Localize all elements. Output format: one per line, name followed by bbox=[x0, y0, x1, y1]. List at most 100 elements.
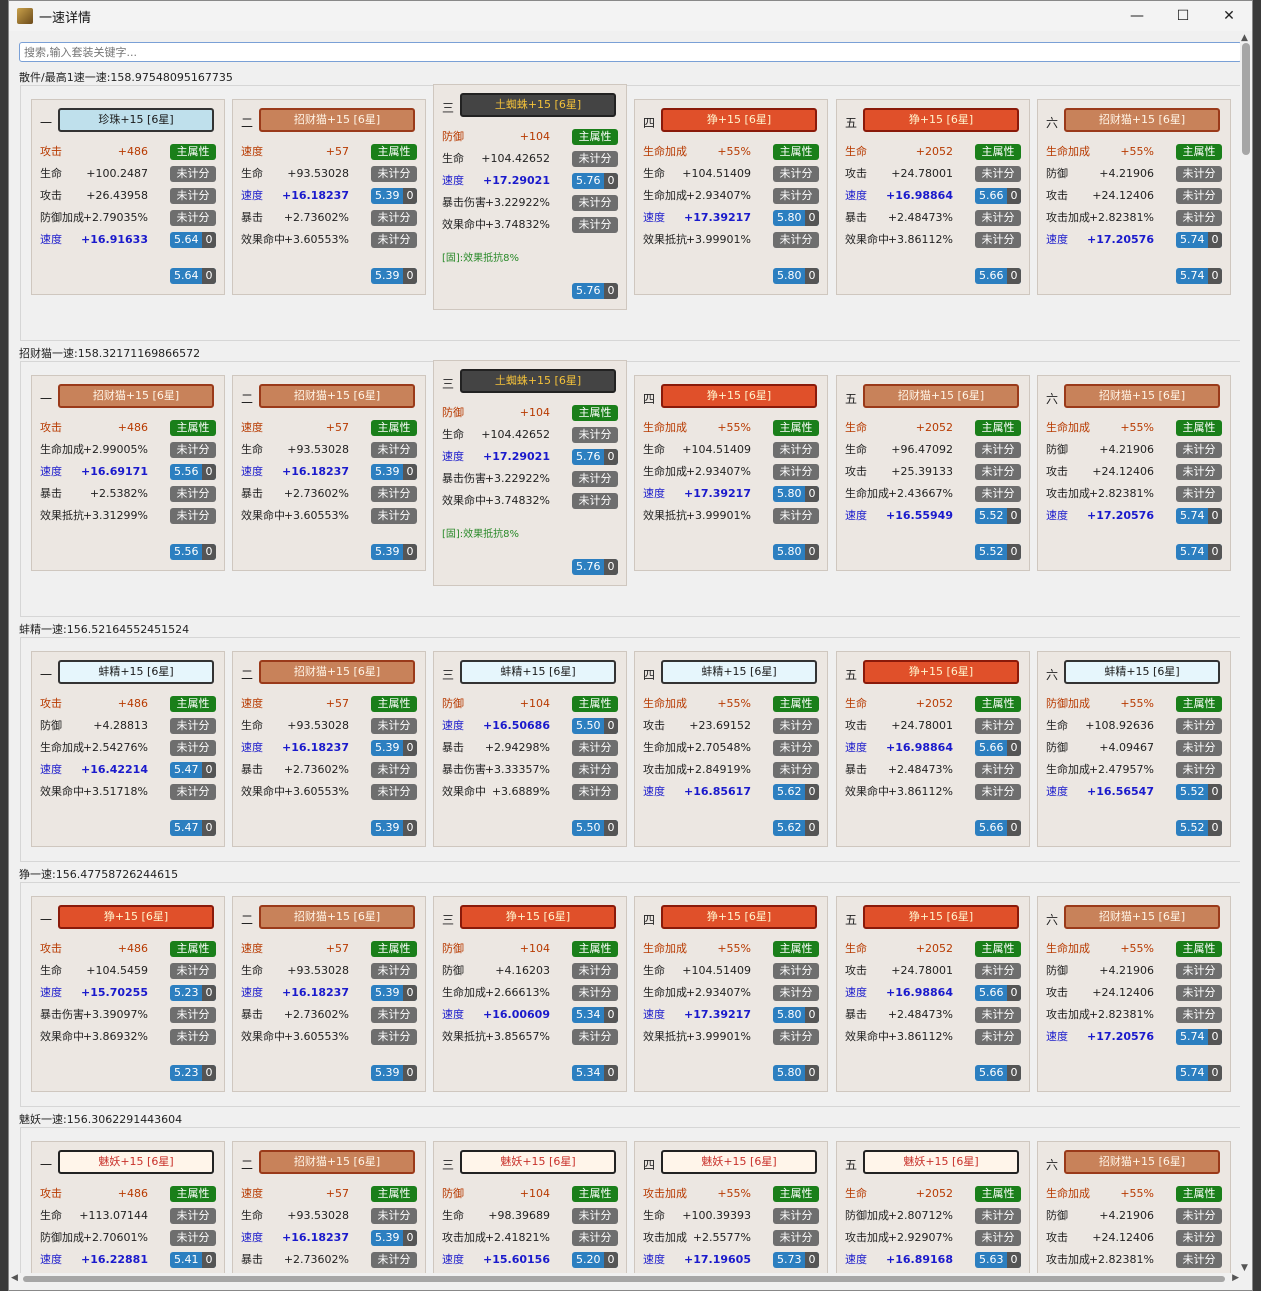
equipment-card[interactable]: 一珍珠+15 [6星] 攻击 +486 主属性 生命 +100.2487 未计分 攻击 +26.… bbox=[31, 99, 225, 295]
equipment-card[interactable]: 五狰+15 [6星] 生命 +2052 主属性 攻击 +24.78001 未计分 速度 +16.… bbox=[836, 99, 1030, 295]
equipment-card[interactable]: 二招财猫+15 [6星] 速度 +57 主属性 生命 +93.53028 未计分 速度 +16.… bbox=[232, 1141, 426, 1273]
equipment-name: 招财猫+15 [6星] bbox=[1064, 1150, 1220, 1174]
equipment-card[interactable]: 三土蜘蛛+15 [6星] 防御 +104 主属性 生命 +104.42652 未计分 速度 +1… bbox=[433, 84, 627, 310]
stat-row: 速度 +17.20576 5.74 0 bbox=[1046, 1029, 1226, 1045]
stat-name: 效果命中 bbox=[845, 233, 889, 246]
maximize-button[interactable]: ☐ bbox=[1176, 8, 1190, 24]
stat-value: +3.86112% bbox=[887, 233, 953, 246]
slot-number: 四 bbox=[643, 116, 656, 130]
stat-value: +23.69152 bbox=[689, 719, 751, 732]
equipment-card[interactable]: 四狰+15 [6星] 生命加成 +55% 主属性 生命 +104.51409 未计分 生命加成… bbox=[634, 99, 828, 295]
equipment-card[interactable]: 二招财猫+15 [6星] 速度 +57 主属性 生命 +93.53028 未计分 速度 +16.… bbox=[232, 896, 426, 1092]
equipment-card[interactable]: 四狰+15 [6星] 生命加成 +55% 主属性 生命 +104.51409 未计分 生命加成… bbox=[634, 375, 828, 571]
equipment-name: 蚌精+15 [6星] bbox=[58, 660, 214, 684]
stat-row: 攻击 +486 主属性 bbox=[40, 420, 220, 436]
vertical-scrollbar[interactable]: ▲ ▼ bbox=[1240, 33, 1252, 1273]
stat-row: 速度 +17.39217 5.80 0 bbox=[643, 1007, 823, 1023]
unscored-badge: 未计分 bbox=[572, 784, 618, 800]
search-input[interactable] bbox=[19, 42, 1242, 62]
stat-name: 速度 bbox=[241, 1231, 263, 1244]
unscored-badge: 未计分 bbox=[572, 1208, 618, 1224]
unscored-badge: 未计分 bbox=[773, 232, 819, 248]
stat-value: +3.86932% bbox=[82, 1030, 148, 1043]
equipment-card[interactable]: 五狰+15 [6星] 生命 +2052 主属性 攻击 +24.78001 未计分 速度 +16.… bbox=[836, 896, 1030, 1092]
stat-row: 攻击 +486 主属性 bbox=[40, 1186, 220, 1202]
unscored-badge: 未计分 bbox=[773, 1208, 819, 1224]
stat-row: 防御 +104 主属性 bbox=[442, 696, 622, 712]
zero-count: 0 bbox=[604, 1065, 618, 1081]
equipment-card[interactable]: 四魅妖+15 [6星] 攻击加成 +55% 主属性 生命 +100.39393 未计分 攻击加… bbox=[634, 1141, 828, 1273]
scroll-up-arrow-icon[interactable]: ▲ bbox=[1241, 33, 1248, 43]
stat-row: 攻击 +23.69152 未计分 bbox=[643, 718, 823, 734]
total-speed-score: 5.47 0 bbox=[170, 820, 216, 836]
equipment-card[interactable]: 四蚌精+15 [6星] 生命加成 +55% 主属性 攻击 +23.69152 未计分 生命加成… bbox=[634, 651, 828, 847]
equipment-card[interactable]: 六招财猫+15 [6星] 生命加成 +55% 主属性 防御 +4.21906 未计分 攻击 +2… bbox=[1037, 375, 1231, 571]
equipment-card[interactable]: 三土蜘蛛+15 [6星] 防御 +104 主属性 生命 +104.42652 未计分 速度 +1… bbox=[433, 360, 627, 586]
equipment-card[interactable]: 五招财猫+15 [6星] 生命 +2052 主属性 生命 +96.47092 未计分 攻击 +2… bbox=[836, 375, 1030, 571]
close-button[interactable]: ✕ bbox=[1223, 8, 1235, 24]
equipment-card[interactable]: 五魅妖+15 [6星] 生命 +2052 主属性 防御加成 +2.80712% 未计分 攻击加… bbox=[836, 1141, 1030, 1273]
main-stat-badge: 主属性 bbox=[371, 1186, 417, 1202]
unscored-badge: 未计分 bbox=[170, 1208, 216, 1224]
equipment-card[interactable]: 三狰+15 [6星] 防御 +104 主属性 防御 +4.16203 未计分 生命加成 +2.6… bbox=[433, 896, 627, 1092]
stat-value: +55% bbox=[1120, 1187, 1154, 1200]
equipment-card[interactable]: 一狰+15 [6星] 攻击 +486 主属性 生命 +104.5459 未计分 速度 +15.7… bbox=[31, 896, 225, 1092]
stat-value: +96.47092 bbox=[891, 443, 953, 456]
total-speed-score: 5.66 0 bbox=[975, 268, 1021, 284]
group-title: 蚌精一速:156.52164552451524 bbox=[19, 623, 190, 636]
equipment-card[interactable]: 一招财猫+15 [6星] 攻击 +486 主属性 生命加成 +2.99005% 未计分 速度 +… bbox=[31, 375, 225, 571]
scroll-right-arrow-icon[interactable]: ▶ bbox=[1232, 1273, 1239, 1283]
stat-name: 速度 bbox=[241, 189, 263, 202]
unscored-badge: 未计分 bbox=[975, 784, 1021, 800]
main-stat-badge: 主属性 bbox=[975, 941, 1021, 957]
equipment-card[interactable]: 二招财猫+15 [6星] 速度 +57 主属性 生命 +93.53028 未计分 速度 +16.… bbox=[232, 651, 426, 847]
vertical-scroll-thumb[interactable] bbox=[1242, 43, 1250, 155]
equipment-card[interactable]: 二招财猫+15 [6星] 速度 +57 主属性 生命 +93.53028 未计分 速度 +16.… bbox=[232, 99, 426, 295]
scroll-down-arrow-icon[interactable]: ▼ bbox=[1241, 1263, 1248, 1273]
equipment-card[interactable]: 一魅妖+15 [6星] 攻击 +486 主属性 生命 +113.07144 未计分 防御加成 +… bbox=[31, 1141, 225, 1273]
stat-row: 攻击加成 +2.84919% 未计分 bbox=[643, 762, 823, 778]
unscored-badge: 未计分 bbox=[975, 1007, 1021, 1023]
horizontal-scrollbar[interactable]: ◀ ▶ bbox=[9, 1273, 1241, 1285]
equipment-card[interactable]: 二招财猫+15 [6星] 速度 +57 主属性 生命 +93.53028 未计分 速度 +16.… bbox=[232, 375, 426, 571]
stat-name: 攻击加成 bbox=[845, 1231, 889, 1244]
stat-value: +2.73602% bbox=[283, 1253, 349, 1266]
equipment-card[interactable]: 一蚌精+15 [6星] 攻击 +486 主属性 防御 +4.28813 未计分 生命加成 +2.… bbox=[31, 651, 225, 847]
minimize-button[interactable]: — bbox=[1130, 8, 1144, 24]
unscored-badge: 未计分 bbox=[170, 718, 216, 734]
unscored-badge: 未计分 bbox=[371, 442, 417, 458]
stat-value: +486 bbox=[117, 145, 148, 158]
stat-row: 生命 +100.39393 未计分 bbox=[643, 1208, 823, 1224]
stat-name: 生命 bbox=[845, 1187, 867, 1200]
stat-row: 攻击 +24.12406 未计分 bbox=[1046, 464, 1226, 480]
zero-count: 0 bbox=[604, 449, 618, 465]
equipment-name: 招财猫+15 [6星] bbox=[259, 1150, 415, 1174]
equipment-card[interactable]: 六招财猫+15 [6星] 生命加成 +55% 主属性 防御 +4.21906 未计分 攻击 +2… bbox=[1037, 1141, 1231, 1273]
equipment-card[interactable]: 四狰+15 [6星] 生命加成 +55% 主属性 生命 +104.51409 未计分 生命加成… bbox=[634, 896, 828, 1092]
stat-name: 防御 bbox=[1046, 964, 1068, 977]
equipment-name: 狰+15 [6星] bbox=[863, 660, 1019, 684]
stat-name: 暴击 bbox=[241, 1253, 263, 1266]
stat-row: 效果命中 +3.6889% 未计分 bbox=[442, 784, 622, 800]
equipment-card[interactable]: 六蚌精+15 [6星] 防御加成 +55% 主属性 生命 +108.92636 未计分 防御 +… bbox=[1037, 651, 1231, 847]
scroll-left-arrow-icon[interactable]: ◀ bbox=[11, 1273, 18, 1283]
stat-name: 攻击 bbox=[845, 964, 867, 977]
stat-row: 暴击 +2.48473% 未计分 bbox=[845, 210, 1025, 226]
speed-score-badge: 5.73 0 bbox=[773, 1252, 819, 1268]
unscored-badge: 未计分 bbox=[572, 427, 618, 443]
equipment-card[interactable]: 六招财猫+15 [6星] 生命加成 +55% 主属性 防御 +4.21906 未计分 攻击 +2… bbox=[1037, 896, 1231, 1092]
stat-value: +16.18237 bbox=[282, 189, 349, 202]
group-title: 招财猫一速:158.32171169866572 bbox=[19, 347, 201, 360]
unscored-badge: 未计分 bbox=[773, 1029, 819, 1045]
speed-score-badge: 5.80 0 bbox=[773, 1007, 819, 1023]
unscored-badge: 未计分 bbox=[1176, 442, 1222, 458]
equipment-card[interactable]: 五狰+15 [6星] 生命 +2052 主属性 攻击 +24.78001 未计分 速度 +16.… bbox=[836, 651, 1030, 847]
stat-row: 攻击加成 +2.82381% 未计分 bbox=[1046, 210, 1226, 226]
equipment-card[interactable]: 三魅妖+15 [6星] 防御 +104 主属性 生命 +98.39689 未计分 攻击加成 +2… bbox=[433, 1141, 627, 1273]
equipment-card[interactable]: 三蚌精+15 [6星] 防御 +104 主属性 速度 +16.50686 5.50 0 暴击 +2… bbox=[433, 651, 627, 847]
horizontal-scroll-thumb[interactable] bbox=[23, 1276, 1225, 1282]
equipment-card[interactable]: 六招财猫+15 [6星] 生命加成 +55% 主属性 防御 +4.21906 未计分 攻击 +2… bbox=[1037, 99, 1231, 295]
stat-value: +2.48473% bbox=[887, 763, 953, 776]
stat-value: +3.39097% bbox=[82, 1008, 148, 1021]
total-speed-score: 5.62 0 bbox=[773, 820, 819, 836]
